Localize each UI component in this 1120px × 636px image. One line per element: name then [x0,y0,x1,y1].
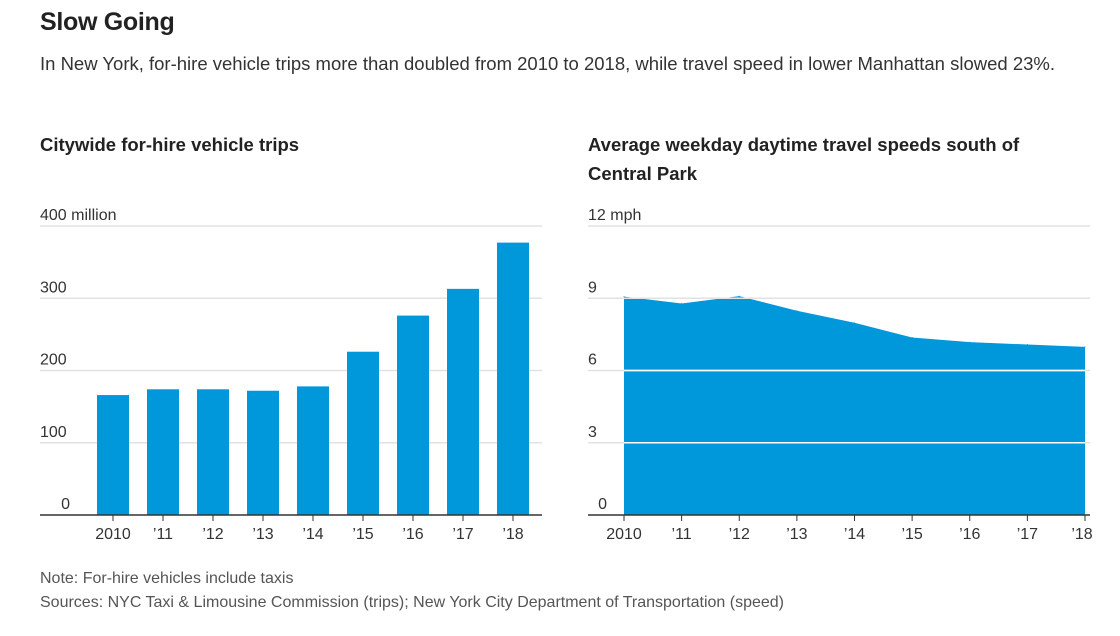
speed-area [624,296,1085,515]
x-tick-label: 2010 [606,526,642,543]
x-tick-label: ’18 [502,526,523,543]
x-tick-label: ’13 [252,526,273,543]
x-tick-label: ’14 [302,526,323,543]
y-tick-label: 300 [40,279,67,296]
speed-point [969,341,971,343]
bar [247,390,279,515]
speed-panel-title: Average weekday daytime travel speeds so… [588,134,1020,184]
speed-point [623,296,625,298]
x-tick-label: ’13 [786,526,807,543]
bar [297,386,329,515]
x-tick-label: ’11 [672,526,692,543]
bar [347,351,379,515]
bar [397,315,429,515]
speed-point [738,295,740,297]
speed-point [854,322,855,324]
x-tick-label: ’16 [402,526,423,543]
speed-point [1084,346,1086,348]
x-tick-label: ’16 [959,526,980,543]
x-tick-label: 2010 [95,526,131,543]
y-tick-label: 0 [598,496,607,513]
y-tick-label: 200 [40,352,67,369]
x-tick-label: ’12 [202,526,223,543]
bar [197,389,229,515]
footnote: Note: For-hire vehicles include taxis [40,570,294,587]
x-tick-label: ’17 [1017,526,1038,543]
y-tick-label: 100 [40,424,67,441]
bar [447,288,479,515]
x-tick-label: ’11 [153,526,173,543]
x-tick-label: ’17 [452,526,473,543]
y-tick-label: 6 [588,352,597,369]
bar [147,389,179,515]
y-tick-label: 9 [588,279,597,296]
x-tick-label: ’15 [901,526,922,543]
chart-title: Slow Going [40,8,175,36]
speed-point [911,337,913,339]
chart-subtitle: In New York, for-hire vehicle trips more… [40,53,1055,74]
sources-note: Sources: NYC Taxi & Limousine Commission… [40,594,784,611]
x-tick-label: ’18 [1071,526,1092,543]
x-tick-label: ’15 [352,526,373,543]
y-tick-label: 3 [588,424,597,441]
y-tick-label: 12 mph [588,207,641,224]
speed-point [681,303,683,305]
trips-panel-title: Citywide for-hire vehicle trips [40,134,300,155]
bar [497,242,529,515]
x-tick-label: ’12 [729,526,750,543]
y-tick-label: 400 million [40,207,116,224]
speed-point [796,310,798,312]
x-tick-label: ’14 [844,526,865,543]
speed-point [1026,343,1028,345]
y-tick-label: 0 [61,496,70,513]
bar [97,395,129,515]
